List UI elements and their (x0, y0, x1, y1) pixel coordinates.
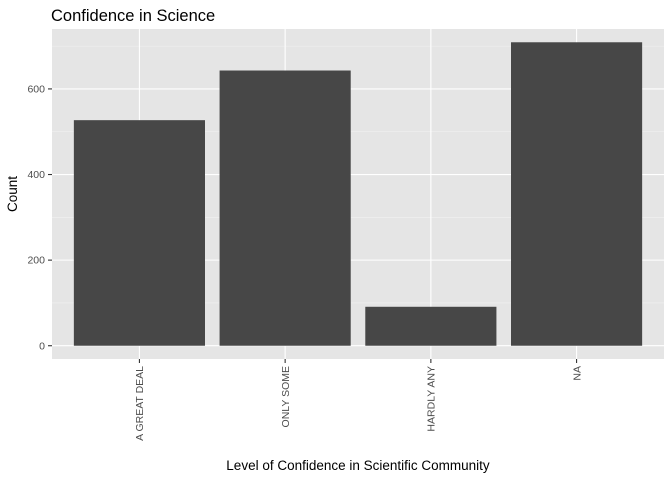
y-tick-label: 600 (27, 84, 45, 96)
bar (365, 306, 497, 346)
x-tick-label: A GREAT DEAL (134, 366, 146, 441)
bars (73, 42, 643, 346)
y-tick-label: 200 (27, 255, 45, 267)
x-tick-label: ONLY SOME (280, 366, 292, 427)
x-axis-title: Level of Confidence in Scientific Commun… (226, 458, 490, 473)
bar (73, 120, 205, 346)
x-axis-ticks: A GREAT DEAL ONLY SOME HARDLY ANY NA (134, 359, 583, 441)
bar (511, 42, 643, 346)
x-tick-label: NA (571, 366, 583, 381)
y-axis-ticks: 0 200 400 600 (27, 84, 52, 352)
bar (219, 70, 351, 346)
x-tick-label: HARDLY ANY (426, 366, 438, 432)
y-tick-label: 0 (39, 340, 45, 352)
y-tick-label: 400 (27, 169, 45, 181)
chart-title: Confidence in Science (51, 7, 215, 25)
y-axis-title: Count (5, 176, 20, 212)
